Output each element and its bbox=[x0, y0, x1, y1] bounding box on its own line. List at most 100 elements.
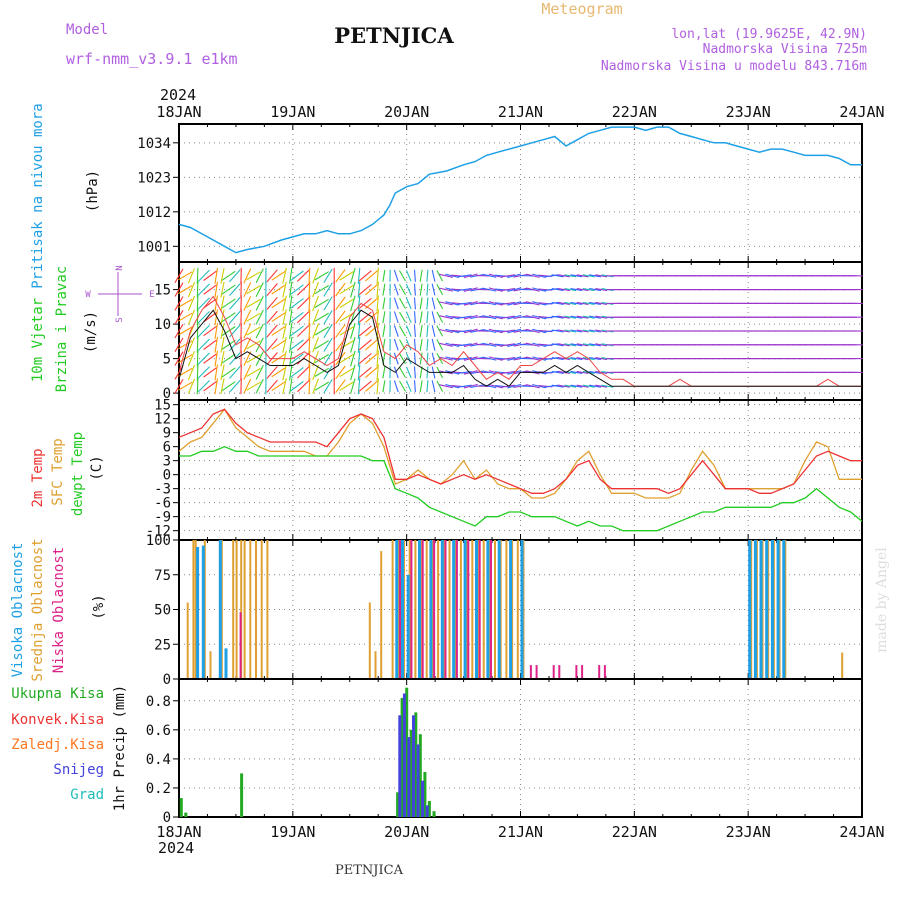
wind-arrow bbox=[436, 311, 444, 323]
wind-arrow bbox=[595, 370, 608, 374]
wind-arrow bbox=[393, 297, 399, 310]
top-day-label: 19JAN bbox=[270, 103, 315, 121]
wind-arrow bbox=[246, 312, 261, 322]
cloud-bar bbox=[448, 540, 451, 679]
wind-arrow bbox=[271, 270, 286, 281]
precip-bar bbox=[400, 697, 404, 817]
wind-arrow bbox=[439, 287, 453, 292]
cloud-bar bbox=[425, 540, 428, 679]
wind-arrow bbox=[196, 336, 199, 353]
wind-arrow bbox=[221, 312, 236, 323]
wind-arrow bbox=[350, 267, 356, 284]
wind-arrow bbox=[382, 283, 386, 296]
wind-arrow bbox=[382, 311, 386, 324]
wind-arrow bbox=[457, 274, 472, 278]
cloud-bar bbox=[575, 665, 578, 679]
wind-arrow bbox=[243, 323, 252, 339]
wind-arrows bbox=[174, 267, 863, 395]
wind-arrow bbox=[350, 295, 356, 312]
cloud-bar bbox=[406, 574, 410, 680]
precip-legend-hail: Grad bbox=[70, 787, 104, 803]
y-tick-label: 1034 bbox=[137, 136, 171, 152]
wind-arrow bbox=[589, 384, 601, 388]
wind-arrow bbox=[197, 297, 210, 310]
cloud-bar bbox=[380, 551, 383, 679]
wind-arrow bbox=[308, 295, 311, 312]
wind-arrow bbox=[431, 283, 436, 296]
cloud-bar bbox=[249, 540, 252, 679]
wind-arrow bbox=[399, 284, 406, 296]
wind-arrow bbox=[436, 284, 444, 296]
wind-arrow bbox=[551, 288, 564, 292]
top-day-label: 22JAN bbox=[612, 103, 657, 121]
y-tick-label: 0.4 bbox=[146, 752, 171, 768]
bottom-day-label: 23JAN bbox=[726, 823, 771, 841]
wind-arrow bbox=[229, 366, 241, 379]
wind-arrow bbox=[271, 298, 286, 309]
wind-arrow bbox=[290, 270, 304, 282]
precip-legend-total: Ukupna Kisa bbox=[11, 686, 104, 702]
wind-arrow bbox=[196, 281, 199, 298]
cloud-bar bbox=[841, 652, 844, 679]
y-tick-label: 15 bbox=[154, 283, 171, 299]
wind-arrow bbox=[431, 380, 436, 393]
wind-arrow bbox=[339, 381, 354, 391]
wind-arrow bbox=[246, 298, 261, 308]
wind-arrow bbox=[439, 356, 453, 361]
wind-arrow bbox=[376, 281, 379, 298]
wind-arrow bbox=[576, 315, 589, 319]
cloud-bar bbox=[391, 540, 394, 679]
wind-arrow bbox=[308, 350, 311, 367]
compass-north: N bbox=[115, 265, 125, 270]
wind-arrow bbox=[582, 315, 595, 319]
cloud-bar bbox=[255, 540, 257, 679]
bottom-day-label: 22JAN bbox=[612, 823, 657, 841]
lonlat-label: lon,lat (19.9625E, 42.9N) bbox=[671, 27, 867, 42]
wind-arrow bbox=[413, 297, 416, 310]
wind-arrow bbox=[501, 370, 516, 374]
wind-arrow bbox=[266, 324, 278, 338]
y-tick-label: 0 bbox=[163, 468, 171, 484]
y-tick-label: 25 bbox=[154, 637, 171, 653]
wind-arrow bbox=[323, 351, 333, 366]
cloud-bar bbox=[471, 540, 474, 679]
wind-arrow bbox=[582, 343, 595, 347]
bottom-day-labels: 18JAN 19JAN 20JAN 21JAN 22JAN 23JAN 24JAN bbox=[156, 823, 884, 841]
wind-arrow bbox=[312, 309, 320, 325]
wind-arrow bbox=[220, 350, 225, 367]
wind-arrow bbox=[220, 309, 225, 326]
wind-arrow bbox=[570, 384, 583, 388]
wind-arrow bbox=[463, 356, 478, 361]
cloud-bar bbox=[374, 651, 377, 679]
cloud-bar bbox=[475, 540, 478, 679]
wind-arrow bbox=[482, 273, 497, 278]
wind-arrow bbox=[365, 311, 378, 323]
cloud-bar bbox=[497, 540, 501, 679]
wind-arrow bbox=[323, 296, 333, 311]
cloud-bar bbox=[463, 540, 467, 679]
wind-arrow bbox=[399, 311, 406, 323]
wind-arrow bbox=[214, 323, 219, 339]
wind-arrow bbox=[314, 326, 329, 336]
wind-arrow bbox=[308, 322, 311, 340]
wind-arrow bbox=[589, 370, 601, 374]
wind-arrow bbox=[221, 367, 236, 378]
cloud-bar bbox=[186, 602, 189, 679]
wind-arrow bbox=[501, 288, 516, 292]
wind-arrow bbox=[439, 342, 453, 347]
wind-arrow bbox=[482, 328, 497, 334]
wind-arrow bbox=[243, 337, 252, 353]
wind-arrow bbox=[339, 326, 354, 336]
cloud-bar bbox=[418, 540, 421, 679]
cloud-bar bbox=[782, 540, 786, 679]
wind-arrow bbox=[289, 309, 293, 326]
wind-arrow bbox=[243, 364, 252, 380]
wind-panel: 0 5 10 15 bbox=[154, 261, 863, 402]
wind-arrow bbox=[501, 357, 516, 361]
cloud-bar bbox=[368, 602, 371, 679]
wind-arrow bbox=[507, 314, 522, 320]
wind-arrow bbox=[323, 268, 333, 283]
wind-arrow bbox=[564, 384, 577, 388]
temp-ylabel-2m: 2m Temp bbox=[30, 448, 46, 507]
